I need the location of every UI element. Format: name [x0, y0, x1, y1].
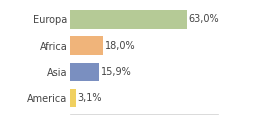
Bar	[70, 89, 76, 107]
Bar	[70, 63, 99, 81]
Bar	[70, 36, 103, 55]
Text: 63,0%: 63,0%	[188, 14, 219, 24]
Text: 3,1%: 3,1%	[77, 93, 102, 103]
Text: 15,9%: 15,9%	[101, 67, 132, 77]
Bar	[70, 10, 187, 29]
Text: 18,0%: 18,0%	[105, 41, 136, 51]
